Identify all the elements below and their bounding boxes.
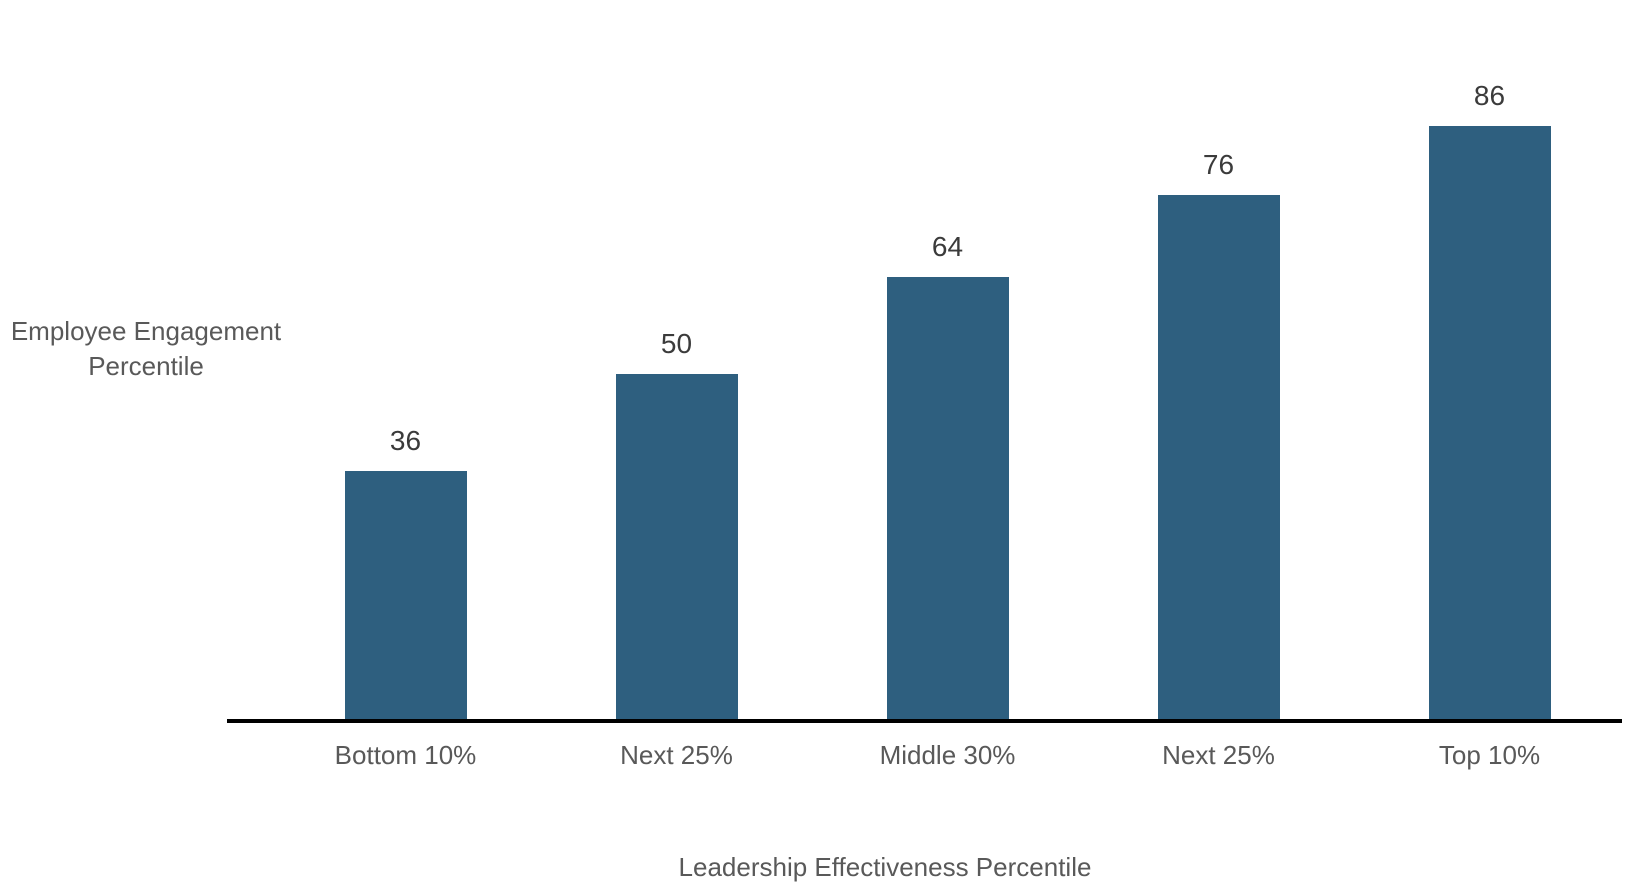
x-axis-tick-labels: Bottom 10% Next 25% Middle 30% Next 25% … xyxy=(270,740,1625,771)
x-tick-label: Top 10% xyxy=(1438,740,1541,770)
x-tick-label: Next 25% xyxy=(1162,740,1275,770)
bar-next-25-a xyxy=(615,374,738,719)
bar-group-middle-30: 64 xyxy=(812,0,1083,719)
x-tick-label: Bottom 10% xyxy=(334,740,477,770)
bar-group-top-10: 86 xyxy=(1354,0,1625,719)
x-tick-label: Middle 30% xyxy=(879,740,1016,770)
x-axis-title: Leadership Effectiveness Percentile xyxy=(678,852,1092,882)
data-label: 76 xyxy=(1202,149,1235,180)
data-label: 64 xyxy=(931,231,964,262)
bar-top-10 xyxy=(1428,126,1551,719)
bar-group-next-25-a: 50 xyxy=(541,0,812,719)
bar-next-25-b xyxy=(1157,195,1280,719)
y-axis-title-line1: Employee Engagement xyxy=(10,316,282,346)
bar-bottom-10 xyxy=(344,471,467,719)
bar-group-bottom-10: 36 xyxy=(270,0,541,719)
x-axis-line xyxy=(227,719,1622,723)
plot-area: 36 50 64 76 86 xyxy=(270,0,1625,719)
bar-group-next-25-b: 76 xyxy=(1083,0,1354,719)
data-label: 36 xyxy=(389,425,422,456)
x-tick-label: Next 25% xyxy=(620,740,733,770)
y-axis-title: Employee Engagement Percentile xyxy=(0,314,292,384)
data-label: 50 xyxy=(660,328,693,359)
y-axis-title-line2: Percentile xyxy=(88,351,204,381)
data-label: 86 xyxy=(1473,80,1506,111)
bar-middle-30 xyxy=(886,277,1009,719)
